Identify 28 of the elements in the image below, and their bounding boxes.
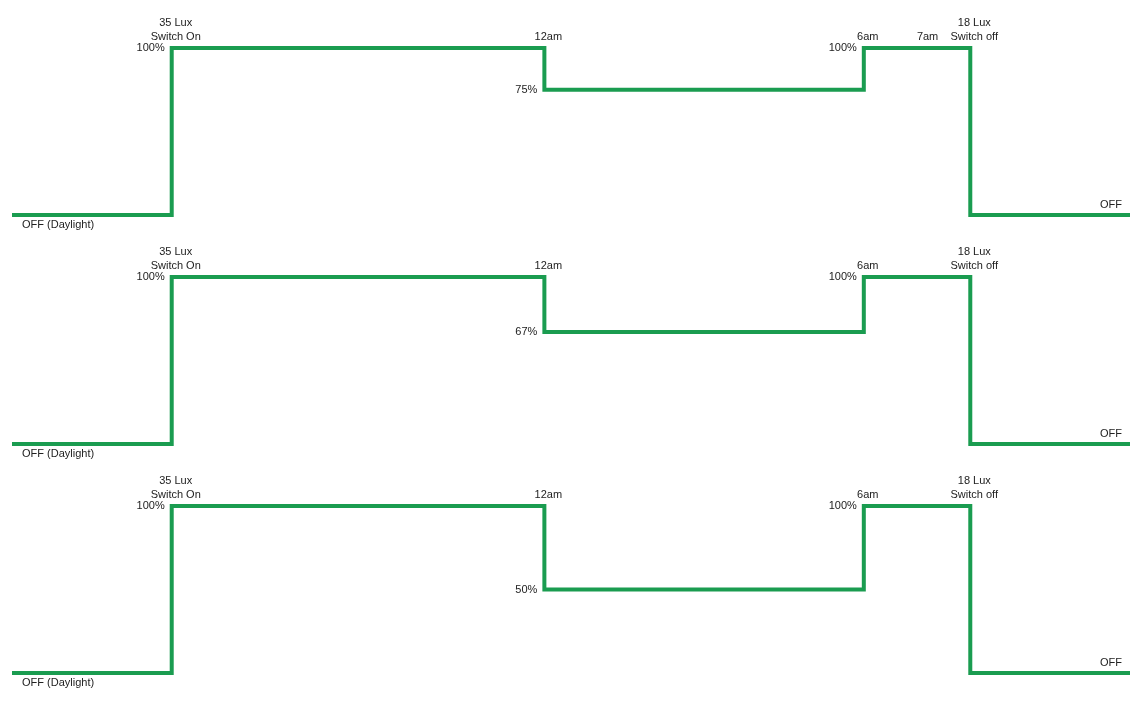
text: 6am (857, 488, 879, 500)
data-label: 100% (136, 41, 165, 54)
data-label: 50% (515, 582, 538, 595)
data-label: 100% (828, 41, 858, 54)
text: 6am (857, 259, 879, 271)
text: 12am (534, 488, 563, 500)
text: 18 Lux Switch off (950, 474, 999, 500)
text: 6am (857, 30, 879, 42)
text: 12am (534, 30, 563, 42)
text: 35 Lux Switch On (150, 474, 201, 500)
data-label: OFF (1100, 197, 1123, 210)
data-label: OFF (Daylight) (22, 217, 95, 230)
data-label: 100% (828, 499, 858, 512)
text: 7am (916, 30, 939, 42)
text: 12am (534, 259, 563, 271)
text: 18 Lux Switch off (950, 16, 999, 42)
data-label: 100% (136, 499, 165, 512)
data-label: 100% (828, 270, 858, 283)
data-label: 75% (515, 82, 538, 95)
text: 18 Lux Switch off (950, 245, 999, 271)
data-label: 100% (136, 270, 165, 283)
data-label: 67% (515, 325, 538, 338)
text: 35 Lux Switch On (150, 245, 201, 271)
data-label: OFF (1100, 426, 1123, 439)
text: 35 Lux Switch On (150, 16, 201, 42)
data-label: OFF (Daylight) (22, 446, 95, 459)
data-label: OFF (Daylight) (22, 675, 95, 688)
data-label: OFF (1100, 655, 1123, 668)
